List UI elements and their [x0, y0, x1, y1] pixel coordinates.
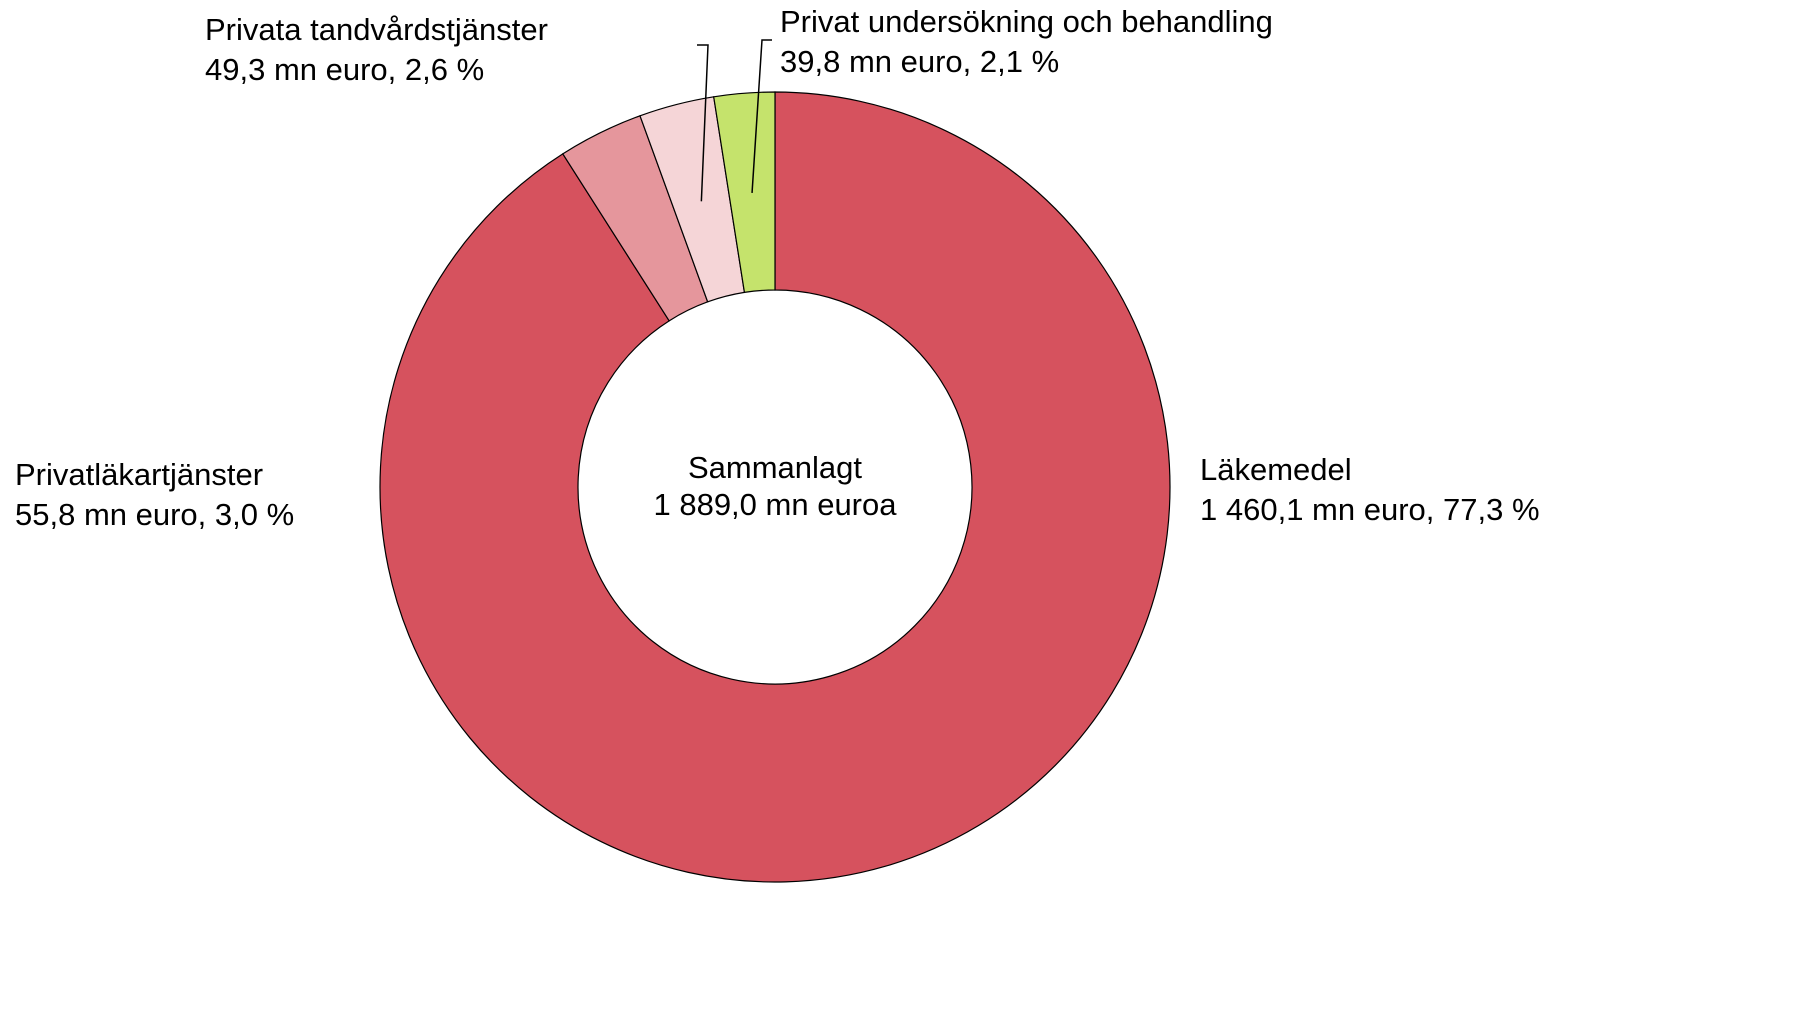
leader-line: [751, 39, 772, 193]
donut-slice: [713, 91, 776, 294]
leader-line: [697, 44, 709, 202]
donut-slice: [379, 91, 1171, 883]
slice-label: Privatläkartjänster: [15, 457, 263, 492]
slice-label: Läkemedel: [1200, 452, 1352, 487]
slice-value-label: 39,8 mn euro, 2,1 %: [780, 44, 1059, 79]
slice-value-label: 55,8 mn euro, 3,0 %: [15, 497, 294, 532]
slice-label: Privat undersökning och behandling: [780, 4, 1273, 39]
slice-value-label: 1 460,1 mn euro, 77,3 %: [1200, 492, 1540, 527]
slice-label: Privata tandvårdstjänster: [205, 12, 548, 47]
slice-value-label: 49,3 mn euro, 2,6 %: [205, 52, 484, 87]
center-title: Sammanlagt: [688, 450, 862, 485]
center-text: 1 889,0 mn euroa: [653, 487, 897, 522]
